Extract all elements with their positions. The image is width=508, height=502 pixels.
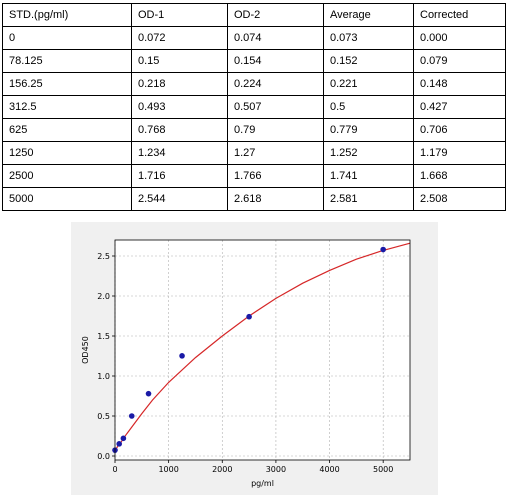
- table-cell: 0.073: [323, 26, 414, 50]
- table-cell: 0.507: [227, 95, 324, 119]
- table-cell: 5000: [2, 187, 132, 211]
- header-od2: OD-2: [227, 3, 324, 27]
- table-cell: 1.179: [413, 141, 506, 165]
- table-row: 312.5 0.493 0.507 0.5 0.427: [2, 95, 506, 119]
- axis-ticks: 0 1000 2000 3000 4000 5000 0.0 0.5 1.0 1.5 2.0 2.5: [97, 252, 393, 474]
- header-corrected: Corrected: [413, 3, 506, 27]
- table-cell: 0.072: [131, 26, 228, 50]
- table-cell: 1250: [2, 141, 132, 165]
- table-cell: 156.25: [2, 72, 132, 96]
- y-axis-label: OD450: [81, 336, 90, 364]
- table-header-row: STD.(pg/ml) OD-1 OD-2 Average Corrected: [2, 3, 506, 27]
- data-point: [246, 313, 252, 320]
- header-std: STD.(pg/ml): [2, 3, 132, 27]
- x-tick-label: 0: [112, 465, 117, 474]
- data-point: [116, 441, 122, 447]
- x-tick-label: 1000: [158, 465, 178, 474]
- table-cell: 0.779: [323, 118, 414, 142]
- plot-frame: [114, 239, 411, 461]
- y-tick-label: 1.0: [97, 372, 110, 381]
- table-cell: 0.218: [131, 72, 228, 96]
- table-cell: 1.766: [227, 164, 324, 188]
- data-point: [380, 246, 386, 253]
- y-tick-label: 1.5: [97, 332, 110, 341]
- table-cell: 1.252: [323, 141, 414, 165]
- table-cell: 1.741: [323, 164, 414, 188]
- table-cell: 0.427: [413, 95, 506, 119]
- table-row: 5000 2.544 2.618 2.581 2.508: [2, 187, 506, 211]
- plot-area: [115, 240, 410, 460]
- table-cell: 1.234: [131, 141, 228, 165]
- data-point: [120, 435, 127, 442]
- table-cell: 1.27: [227, 141, 324, 165]
- table-cell: 0.154: [227, 49, 324, 73]
- table-cell: 0: [2, 26, 132, 50]
- table-cell: 78.125: [2, 49, 132, 73]
- standard-curve-chart: 0 1000 2000 3000 4000 5000 0.0 0.5 1.0 1.5 2.0 2.5 …: [71, 222, 438, 495]
- table-cell: 312.5: [2, 95, 132, 119]
- table-cell: 0.493: [131, 95, 228, 119]
- y-tick-label: 2.5: [97, 252, 110, 261]
- table-cell: 0.224: [227, 72, 324, 96]
- table-cell: 0.706: [413, 118, 506, 142]
- table-cell: 1.716: [131, 164, 228, 188]
- table-row: 625 0.768 0.79 0.779 0.706: [2, 118, 506, 142]
- x-tick-label: 3000: [266, 465, 286, 474]
- data-point: [128, 413, 135, 419]
- table-row: 0 0.072 0.074 0.073 0.000: [2, 26, 506, 50]
- table-cell: 0.15: [131, 49, 228, 73]
- standard-curve-table: STD.(pg/ml) OD-1 OD-2 Average Corrected …: [2, 3, 506, 211]
- y-tick-label: 2.0: [97, 292, 110, 301]
- grid-lines: [114, 240, 410, 460]
- table-cell: 0.000: [413, 26, 506, 50]
- header-od1: OD-1: [131, 3, 228, 27]
- table-cell: 625: [2, 118, 132, 142]
- x-axis-label: pg/ml: [251, 479, 274, 488]
- y-tick-label: 0.0: [97, 452, 110, 461]
- table-cell: 0.221: [323, 72, 414, 96]
- table-cell: 0.074: [227, 26, 324, 50]
- table-row: 156.25 0.218 0.224 0.221 0.148: [2, 72, 506, 96]
- table-cell: 2.508: [413, 187, 506, 211]
- table-cell: 1.668: [413, 164, 506, 188]
- table-cell: 2500: [2, 164, 132, 188]
- table-cell: 2.618: [227, 187, 324, 211]
- data-point: [145, 390, 152, 397]
- data-point: [179, 353, 185, 359]
- y-tick-label: 0.5: [97, 412, 110, 421]
- x-tick-label: 2000: [212, 465, 232, 474]
- table-cell: 0.768: [131, 118, 228, 142]
- table-row: 78.125 0.15 0.154 0.152 0.079: [2, 49, 506, 73]
- table-cell: 0.152: [323, 49, 414, 73]
- table-cell: 2.581: [323, 187, 414, 211]
- table-row: 2500 1.716 1.766 1.741 1.668: [2, 164, 506, 188]
- table-cell: 2.544: [131, 187, 228, 211]
- table-cell: 0.148: [413, 72, 506, 96]
- table-cell: 0.79: [227, 118, 324, 142]
- header-average: Average: [323, 3, 414, 27]
- x-tick-label: 5000: [373, 465, 393, 474]
- table-cell: 0.5: [323, 95, 414, 119]
- chart-svg: 0 1000 2000 3000 4000 50000.00.51.01.52.02.5 …: [81, 239, 411, 488]
- table-row: 1250 1.234 1.27 1.252 1.179: [2, 141, 506, 165]
- table-cell: 0.079: [413, 49, 506, 73]
- x-tick-label: 4000: [319, 465, 339, 474]
